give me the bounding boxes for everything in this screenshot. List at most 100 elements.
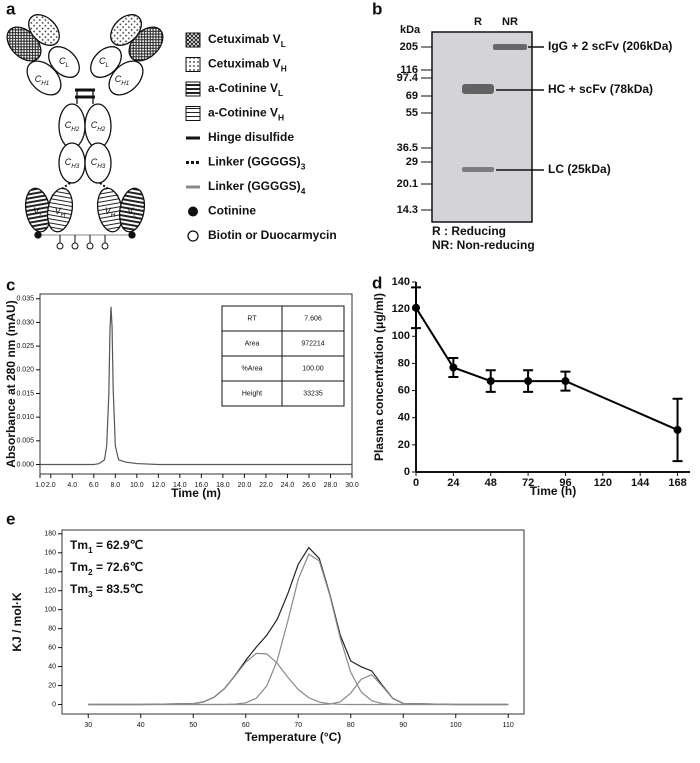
label-text: C <box>65 157 72 167</box>
domain-label: CH3 <box>91 157 106 170</box>
x-tick-label: 18.0 <box>216 482 230 489</box>
x-axis-label: Time (m) <box>171 486 221 500</box>
domain-label: CH2 <box>91 120 106 133</box>
data-line <box>88 553 509 706</box>
y-tick-label: 160 <box>44 550 56 557</box>
domain-label: VL <box>33 206 43 219</box>
x-tick-label: 120 <box>594 477 612 489</box>
x-tick-label: 14.0 <box>173 482 187 489</box>
x-tick-label: 0 <box>413 477 419 489</box>
legend-entry: a-Cotinine VH <box>208 106 284 123</box>
panel-label: d <box>372 273 382 292</box>
table-text: 972214 <box>301 340 324 347</box>
subscript: H <box>281 64 287 74</box>
x-tick-label: 60 <box>242 722 250 729</box>
y-tick-label: 120 <box>392 303 410 315</box>
domain-label: CL <box>99 56 110 69</box>
x-tick-label: 40 <box>137 722 145 729</box>
y-tick-label: 60 <box>48 644 56 651</box>
domain-label: VL <box>127 206 137 219</box>
domain-label: CH3 <box>65 157 80 170</box>
subscript: H2 <box>71 126 80 133</box>
label-text: = 83.5℃ <box>93 582 144 596</box>
y-tick-label: 40 <box>48 663 56 670</box>
label-text: C <box>91 120 98 130</box>
y-tick-label: 0.005 <box>16 438 34 445</box>
data-line <box>88 652 509 706</box>
gel <box>431 31 533 223</box>
x-tick-label: 22.0 <box>259 482 273 489</box>
subscript: L <box>65 62 69 69</box>
x-tick-label: 96 <box>559 477 571 489</box>
label-text: C <box>35 74 42 84</box>
y-tick-label: 180 <box>44 531 56 538</box>
label-text: V <box>33 206 40 216</box>
x-tick-label: 80 <box>347 722 355 729</box>
annotation: Tm1 = 62.9℃ <box>70 538 143 555</box>
marker-label: 29 <box>406 156 418 168</box>
domain-label: CL <box>59 56 70 69</box>
data-point <box>673 425 682 434</box>
legend-entry: Linker (GGGGS)3 <box>208 155 306 172</box>
subscript: H <box>61 212 66 219</box>
subscript: L <box>281 39 286 49</box>
subscript: 4 <box>301 186 306 196</box>
subscript: H3 <box>97 163 106 170</box>
data-point <box>486 377 495 386</box>
legend-swatch <box>185 32 201 48</box>
band-label: HC + scFv (78kDa) <box>548 82 653 96</box>
x-tick-label: 90 <box>399 722 407 729</box>
x-tick-label: 28.0 <box>324 482 338 489</box>
x-tick-label: 2.0 <box>46 482 56 489</box>
label-text: V <box>127 206 134 216</box>
data-line <box>40 306 352 466</box>
table-text: 33235 <box>303 390 323 397</box>
subscript: H <box>111 212 116 219</box>
table-text: Height <box>242 390 262 397</box>
label-text: Cetuximab V <box>208 57 281 71</box>
label-text: C <box>99 56 106 66</box>
y-tick-label: 0.035 <box>16 296 34 303</box>
marker-label: 69 <box>406 90 418 102</box>
legend-entry: Cetuximab VH <box>208 57 287 74</box>
y-tick-label: 40 <box>398 412 410 424</box>
label-text: Tm <box>70 582 88 596</box>
subscript: L <box>133 212 137 219</box>
domain-label: VH <box>55 206 66 219</box>
marker-label: 205 <box>400 41 418 53</box>
marker-label: 36.5 <box>397 142 418 154</box>
table-cell <box>281 355 345 382</box>
panel-label: b <box>372 0 382 18</box>
data-point <box>449 363 458 372</box>
y-axis-label: KJ / mol·K <box>10 592 24 652</box>
table-cell <box>221 330 283 357</box>
lane-label: NR <box>502 16 518 28</box>
x-tick-label: 24.0 <box>281 482 295 489</box>
plot-frame <box>39 293 353 475</box>
gel-note: NR: Non-reducing <box>432 238 535 252</box>
y-axis-label: Absorbance at 280 nm (mAU) <box>4 300 18 467</box>
legend-entry: Cotinine <box>208 204 256 218</box>
y-tick-label: 100 <box>392 330 410 342</box>
legend-swatch <box>185 57 201 72</box>
annotation: Tm3 = 83.5℃ <box>70 582 143 599</box>
x-axis-label: Time (h) <box>530 484 576 498</box>
y-tick-label: 100 <box>44 607 56 614</box>
legend-entry: a-Cotinine VL <box>208 81 283 98</box>
y-tick-label: 60 <box>398 384 410 396</box>
label-text: a-Cotinine V <box>208 106 278 120</box>
table-cell <box>281 330 345 357</box>
x-tick-label: 26.0 <box>302 482 316 489</box>
table-text: RT <box>247 315 257 322</box>
label-text: V <box>105 206 112 216</box>
y-tick-label: 20 <box>48 682 56 689</box>
label-text: Cotinine <box>208 204 256 218</box>
x-tick-label: 10.0 <box>130 482 144 489</box>
y-tick-label: 0 <box>404 466 410 478</box>
y-tick-label: 0 <box>52 701 56 708</box>
lane-label: R <box>474 16 482 28</box>
marker-label: 55 <box>406 107 418 119</box>
x-tick-label: 48 <box>485 477 497 489</box>
y-tick-label: 0.025 <box>16 343 34 350</box>
subscript: H2 <box>97 126 106 133</box>
